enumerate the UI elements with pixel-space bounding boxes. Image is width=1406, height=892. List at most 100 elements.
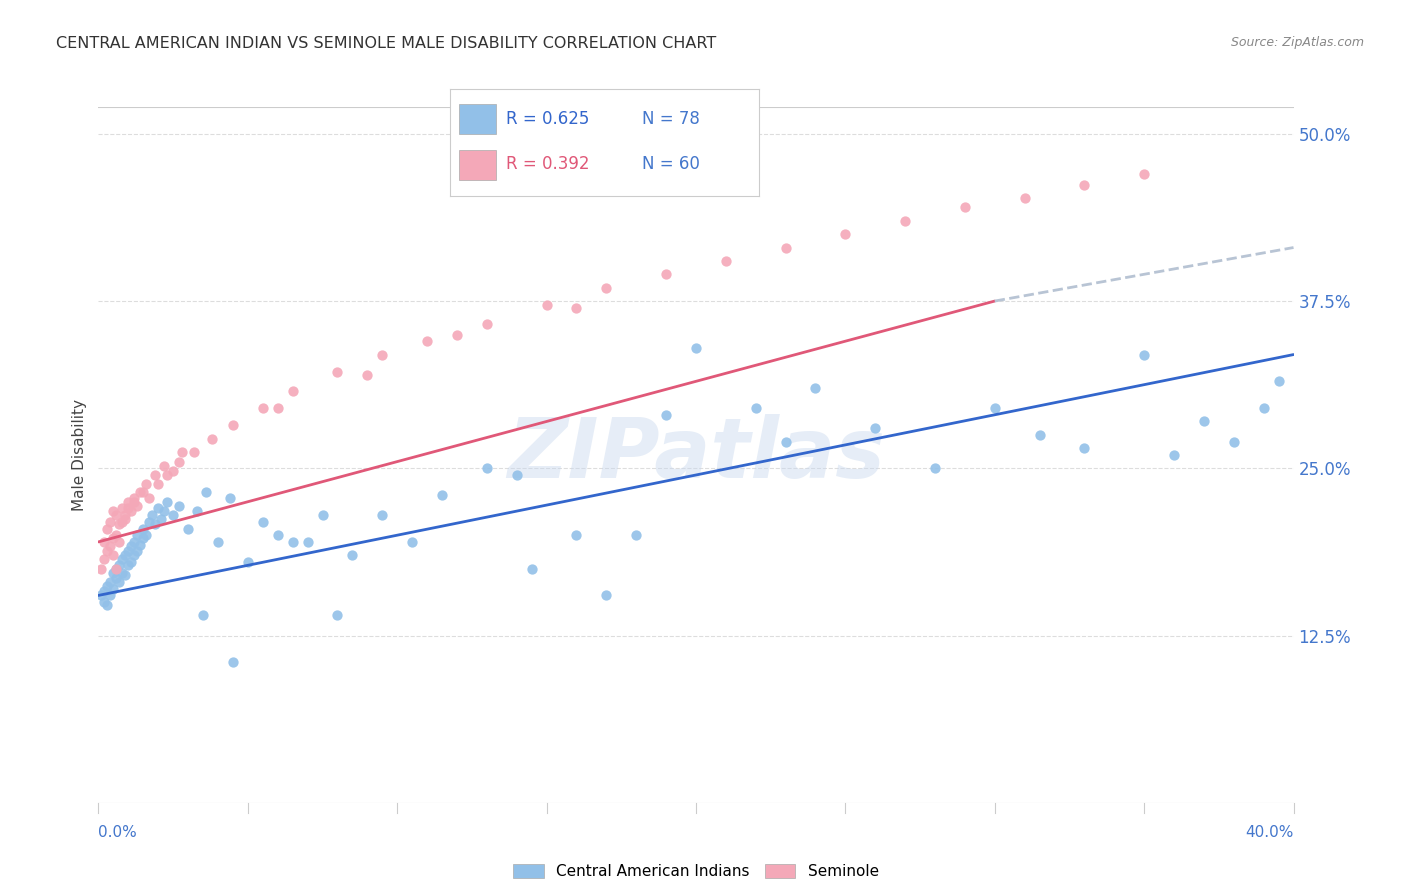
Point	[103, 566, 125, 580]
Point	[135, 477, 157, 491]
Point	[108, 535, 131, 549]
Point	[177, 521, 200, 535]
Point	[326, 608, 349, 623]
Point	[195, 485, 218, 500]
Point	[96, 598, 118, 612]
Point	[326, 365, 349, 379]
Point	[105, 562, 128, 576]
Point	[536, 298, 558, 312]
Point	[183, 445, 205, 459]
Point	[105, 571, 128, 585]
Point	[172, 445, 194, 459]
Point	[186, 504, 208, 518]
Point	[775, 434, 797, 449]
Point	[111, 515, 134, 529]
Point	[153, 504, 176, 518]
Text: N = 78: N = 78	[641, 111, 700, 128]
Point	[506, 468, 529, 483]
Point	[565, 528, 588, 542]
Point	[90, 589, 112, 603]
Point	[100, 575, 122, 590]
Point	[267, 401, 290, 416]
Point	[1133, 167, 1156, 181]
Point	[153, 458, 176, 473]
Point	[655, 268, 678, 282]
Point	[685, 341, 707, 355]
Point	[745, 401, 768, 416]
Point	[1014, 191, 1036, 205]
Point	[520, 562, 543, 576]
Point	[114, 508, 136, 523]
Text: CENTRAL AMERICAN INDIAN VS SEMINOLE MALE DISABILITY CORRELATION CHART: CENTRAL AMERICAN INDIAN VS SEMINOLE MALE…	[56, 36, 717, 51]
Point	[103, 504, 125, 518]
Point	[127, 499, 149, 513]
Point	[446, 327, 468, 342]
Point	[108, 558, 131, 572]
Text: N = 60: N = 60	[641, 155, 700, 173]
Point	[267, 528, 290, 542]
Point	[356, 368, 378, 382]
Point	[252, 515, 274, 529]
Point	[96, 544, 118, 558]
Point	[834, 227, 856, 242]
Point	[105, 508, 128, 523]
Point	[132, 485, 155, 500]
Point	[132, 521, 155, 535]
Text: 40.0%: 40.0%	[1246, 825, 1294, 840]
Point	[655, 408, 678, 422]
Point	[90, 562, 112, 576]
Point	[96, 521, 118, 535]
FancyBboxPatch shape	[460, 104, 496, 134]
Point	[129, 485, 152, 500]
Point	[124, 535, 146, 549]
Point	[1223, 434, 1246, 449]
Point	[135, 528, 157, 542]
Point	[124, 494, 146, 508]
Point	[100, 539, 122, 553]
Point	[222, 418, 245, 433]
Point	[162, 464, 184, 478]
Point	[984, 401, 1007, 416]
Point	[162, 508, 184, 523]
Point	[804, 381, 827, 395]
Point	[236, 555, 259, 569]
Point	[143, 468, 166, 483]
Point	[167, 455, 190, 469]
Point	[1133, 348, 1156, 362]
Point	[96, 579, 118, 593]
Point	[111, 566, 134, 580]
Point	[111, 501, 134, 516]
Point	[156, 494, 179, 508]
Point	[1073, 442, 1095, 456]
Point	[111, 552, 134, 566]
Point	[167, 499, 190, 513]
Point	[311, 508, 333, 523]
Point	[120, 555, 142, 569]
Point	[124, 491, 146, 505]
Point	[127, 528, 149, 542]
Point	[103, 582, 125, 596]
Point	[775, 241, 797, 255]
Text: ZIPatlas: ZIPatlas	[508, 415, 884, 495]
Point	[150, 512, 173, 526]
Point	[143, 517, 166, 532]
Point	[114, 512, 136, 526]
Point	[894, 214, 917, 228]
Point	[222, 655, 245, 669]
Point	[219, 491, 242, 505]
Point	[281, 384, 304, 398]
Point	[1028, 428, 1050, 442]
Point	[1267, 375, 1289, 389]
FancyBboxPatch shape	[460, 150, 496, 180]
Point	[93, 535, 115, 549]
Point	[401, 535, 423, 549]
Point	[117, 558, 139, 572]
Legend: Central American Indians, Seminole: Central American Indians, Seminole	[508, 858, 884, 886]
Point	[124, 548, 146, 563]
Point	[108, 517, 131, 532]
Point	[371, 508, 394, 523]
Point	[953, 201, 976, 215]
Point	[93, 552, 115, 566]
Point	[297, 535, 319, 549]
Text: 0.0%: 0.0%	[98, 825, 138, 840]
